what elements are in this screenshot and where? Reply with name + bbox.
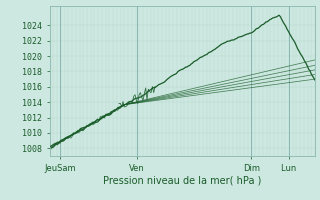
X-axis label: Pression niveau de la mer( hPa ): Pression niveau de la mer( hPa )	[103, 175, 261, 185]
